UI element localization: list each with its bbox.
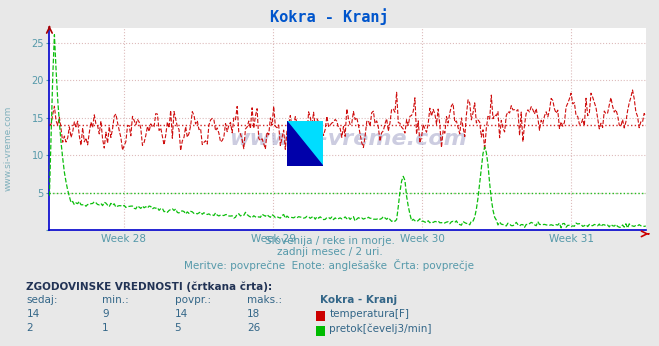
Text: 18: 18	[247, 309, 260, 319]
Text: Meritve: povprečne  Enote: anglešaške  Črta: povprečje: Meritve: povprečne Enote: anglešaške Črt…	[185, 259, 474, 271]
Polygon shape	[287, 121, 323, 166]
Text: zadnji mesec / 2 uri.: zadnji mesec / 2 uri.	[277, 247, 382, 257]
Text: 9: 9	[102, 309, 109, 319]
Text: 5: 5	[175, 323, 181, 333]
Text: temperatura[F]: temperatura[F]	[330, 309, 409, 319]
Text: www.si-vreme.com: www.si-vreme.com	[229, 129, 467, 149]
Text: Slovenija / reke in morje.: Slovenija / reke in morje.	[264, 236, 395, 246]
Polygon shape	[287, 121, 323, 166]
Text: povpr.:: povpr.:	[175, 295, 211, 305]
Text: 14: 14	[175, 309, 188, 319]
Text: 26: 26	[247, 323, 260, 333]
Text: Kokra - Kranj: Kokra - Kranj	[320, 295, 397, 305]
Text: 1: 1	[102, 323, 109, 333]
Text: pretok[čevelj3/min]: pretok[čevelj3/min]	[330, 323, 432, 334]
Text: 14: 14	[26, 309, 40, 319]
Text: ZGODOVINSKE VREDNOSTI (črtkana črta):: ZGODOVINSKE VREDNOSTI (črtkana črta):	[26, 282, 272, 292]
Text: Kokra - Kranj: Kokra - Kranj	[270, 9, 389, 26]
Text: 2: 2	[26, 323, 33, 333]
Text: min.:: min.:	[102, 295, 129, 305]
Text: maks.:: maks.:	[247, 295, 282, 305]
Text: sedaj:: sedaj:	[26, 295, 58, 305]
Text: www.si-vreme.com: www.si-vreme.com	[3, 106, 13, 191]
